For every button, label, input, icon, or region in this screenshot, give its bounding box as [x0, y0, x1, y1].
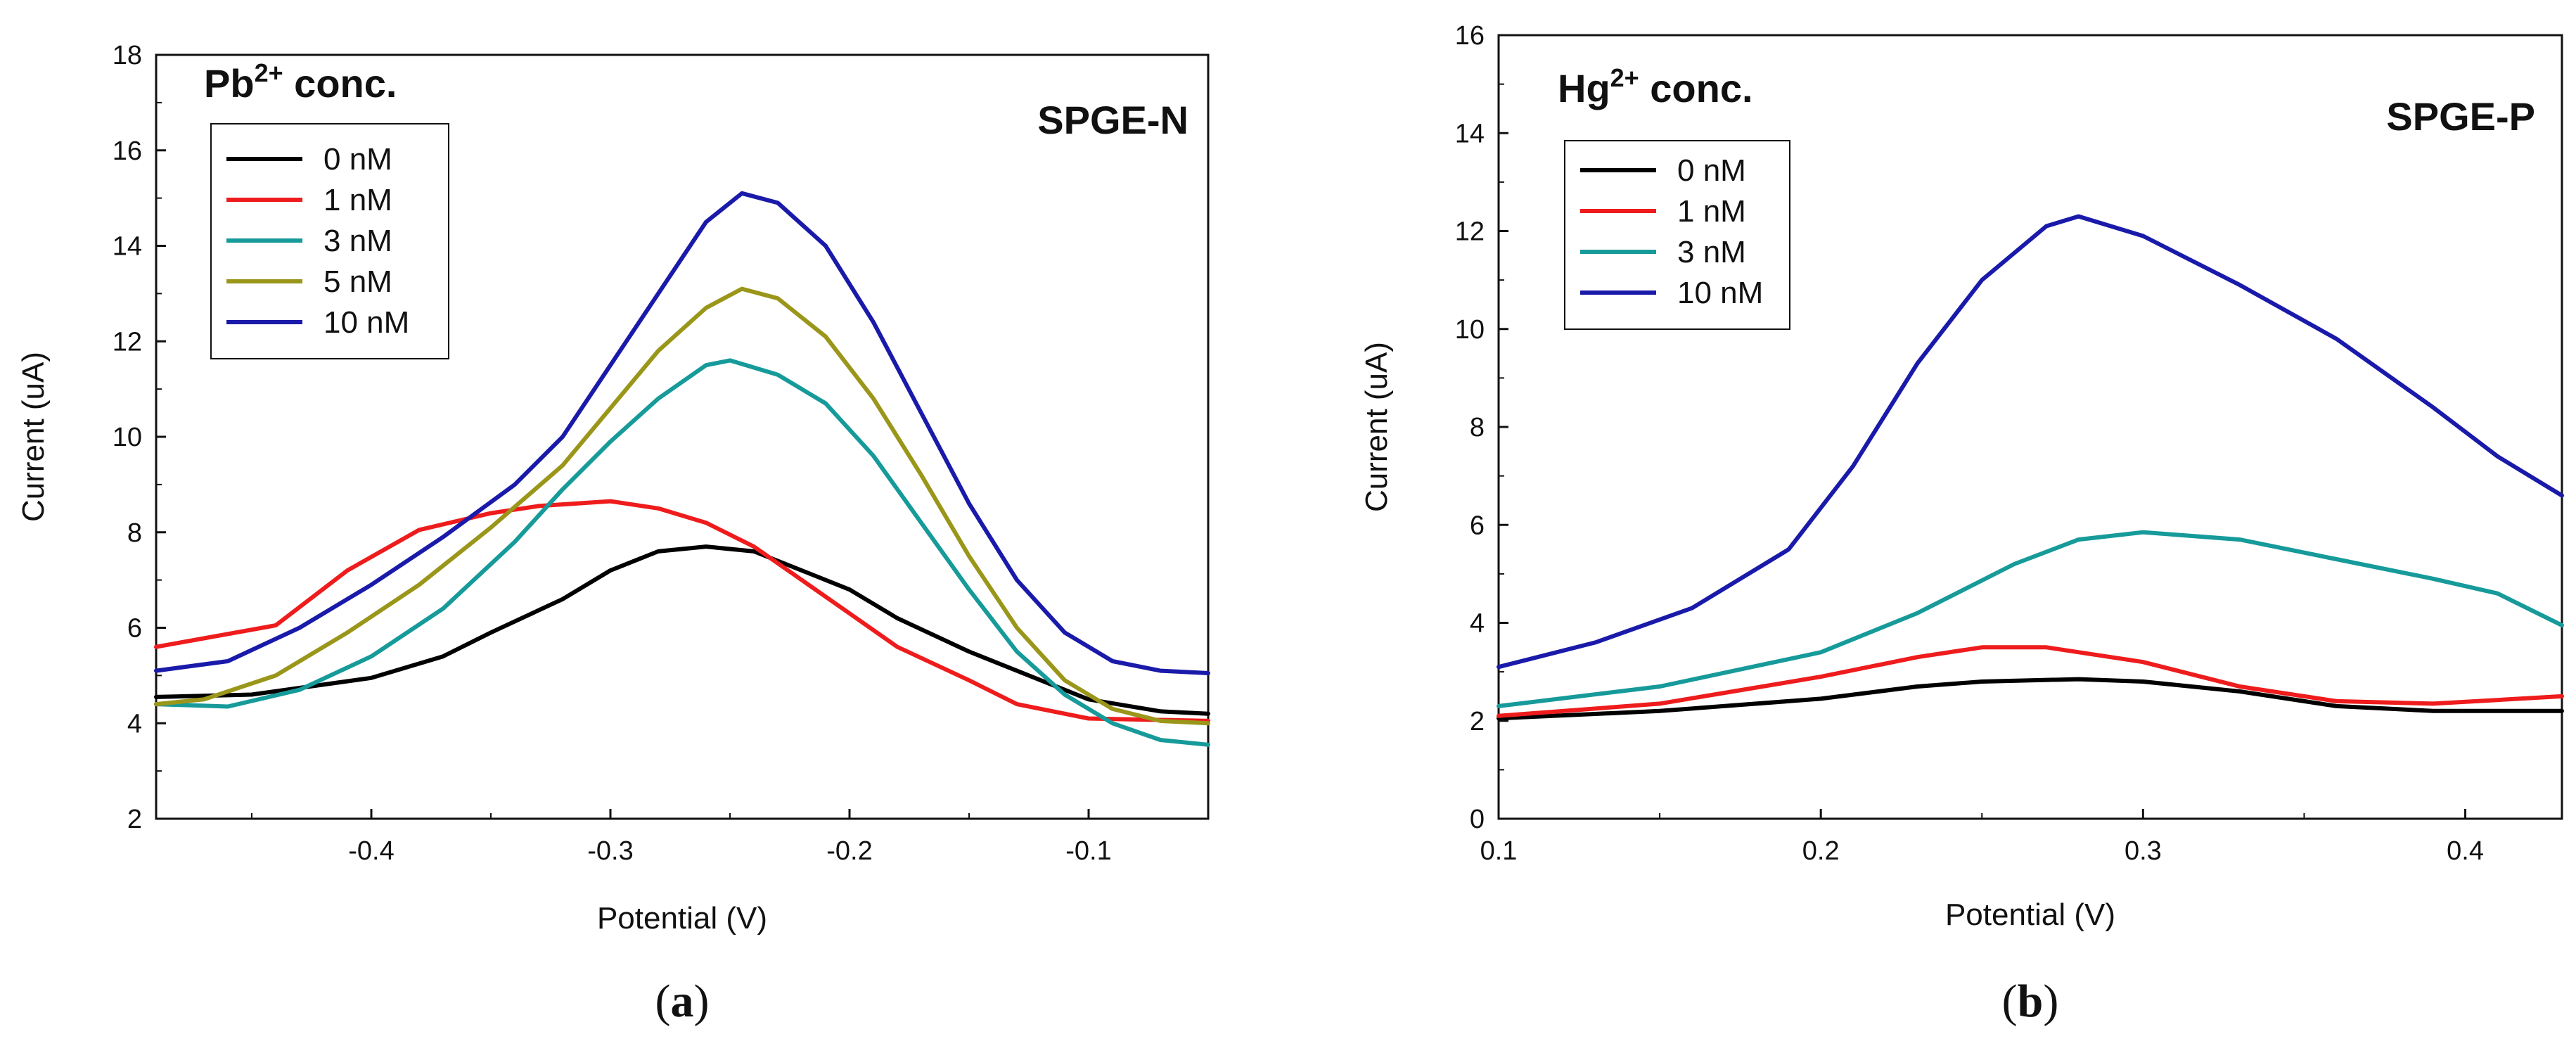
axis-ticks: 2 4 6 8 10 12 14 16 18 -0.4 -0.3 -0.2 -0.1	[113, 41, 1209, 866]
axis-ticks: 0 2 4 6 8 10 12 14 16 0.1 0.2 0.3 0.4	[1455, 21, 2484, 866]
y-tick-label: 2	[127, 805, 142, 834]
series-line-1-nM	[154, 499, 1210, 723]
y-tick-label: 8	[1470, 413, 1485, 442]
legend-label: 0 nM	[1677, 153, 1746, 188]
legend-label: 3 nM	[323, 224, 392, 258]
electrode-label: SPGE-N	[1037, 98, 1188, 142]
series-line-10-nM	[154, 191, 1210, 675]
x-axis-title: Potential (V)	[1945, 898, 2115, 932]
x-tick-label: -0.1	[1065, 836, 1111, 866]
legend-label: 0 nM	[323, 142, 392, 177]
legend-items: 0 nM 1 nM 3 nM 5 nM 10 nM	[226, 142, 409, 340]
legend-label: 10 nM	[1677, 276, 1763, 310]
series-line-5-nM	[154, 286, 1210, 726]
y-tick-label: 2	[1470, 707, 1485, 736]
series-layer	[1497, 214, 2564, 721]
legend-label: 1 nM	[323, 183, 392, 217]
legend: 0 nM 1 nM 3 nM 5 nM 10 nM	[210, 123, 449, 359]
y-tick-label: 12	[1455, 217, 1485, 247]
series-line-3-nM	[1497, 530, 2564, 708]
series-line-0-nM	[1497, 677, 2564, 721]
y-tick-label: 10	[113, 423, 142, 452]
series-line-0-nM	[154, 544, 1210, 716]
y-tick-label: 6	[127, 614, 142, 644]
panel-label: (b)	[2002, 976, 2059, 1027]
y-tick-label: 10	[1455, 315, 1485, 345]
chart-panel-b: 0 2 4 6 8 10 12 14 16 0.1 0.2 0.3 0.4 Hg2+ conc. SPG…	[1359, 21, 2564, 1027]
y-tick-label: 4	[127, 709, 142, 739]
series-line-1-nM	[1497, 645, 2564, 718]
y-tick-label: 8	[127, 518, 142, 548]
series-line-3-nM	[154, 358, 1210, 747]
legend-label: 1 nM	[1677, 194, 1746, 229]
y-tick-label: 12	[113, 327, 142, 357]
electrode-label: SPGE-P	[2386, 94, 2535, 139]
y-axis-title: Current (uA)	[1359, 342, 1394, 512]
y-tick-label: 18	[113, 41, 142, 70]
y-tick-label: 14	[113, 232, 142, 262]
y-tick-label: 14	[1455, 119, 1485, 148]
x-tick-label: -0.2	[826, 836, 872, 866]
legend: 0 nM 1 nM 3 nM 10 nM	[1564, 140, 1790, 330]
panel-label: (a)	[655, 976, 710, 1027]
y-axis-title: Current (uA)	[16, 352, 51, 522]
y-tick-label: 6	[1470, 511, 1485, 540]
legend-label: 10 nM	[323, 305, 409, 340]
x-tick-label: 0.1	[1480, 836, 1518, 866]
y-tick-label: 0	[1470, 805, 1485, 834]
chart-panel-a: 2 4 6 8 10 12 14 16 18 -0.4 -0.3 -0.2 -0.1 Pb2+ conc…	[16, 41, 1210, 1027]
legend-label: 5 nM	[323, 264, 392, 299]
y-tick-label: 16	[113, 136, 142, 166]
series-layer	[154, 191, 1210, 747]
legend-items: 0 nM 1 nM 3 nM 10 nM	[1580, 153, 1763, 310]
x-tick-label: -0.4	[348, 836, 394, 866]
annotation-text: Pb2+ conc.	[204, 58, 397, 106]
y-tick-label: 16	[1455, 21, 1485, 51]
x-axis-title: Potential (V)	[597, 901, 767, 935]
x-tick-label: -0.3	[587, 836, 633, 866]
annotation-text: Hg2+ conc.	[1558, 63, 1753, 110]
series-line-10-nM	[1497, 214, 2564, 670]
y-tick-label: 4	[1470, 609, 1485, 639]
legend-label: 3 nM	[1677, 235, 1746, 269]
x-tick-label: 0.3	[2125, 836, 2162, 866]
x-tick-label: 0.2	[1802, 836, 1840, 866]
x-tick-label: 0.4	[2447, 836, 2484, 866]
